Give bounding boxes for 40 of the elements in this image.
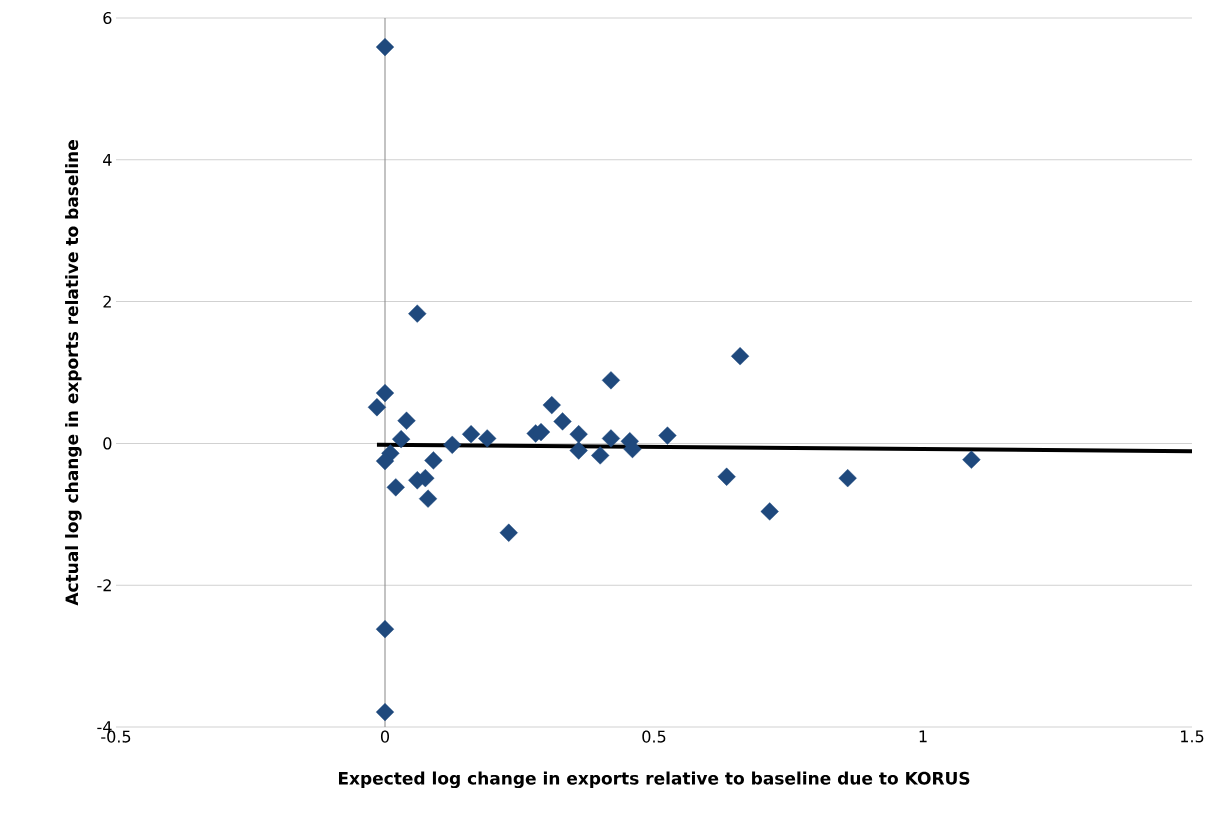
point — [553, 412, 572, 431]
y-tick-label: 0 — [103, 437, 112, 450]
point — [760, 502, 779, 521]
point — [375, 383, 395, 403]
x-axis-title: Expected log change in exports relative to baseline due to KORUS — [338, 771, 970, 789]
point — [601, 371, 621, 390]
point — [461, 425, 481, 444]
point — [375, 452, 395, 471]
x-tick-label: 0.5 — [642, 730, 666, 743]
point — [658, 426, 677, 445]
y-tick-label: 4 — [103, 153, 112, 166]
point — [375, 703, 395, 722]
point — [478, 429, 497, 448]
point — [730, 347, 750, 366]
point — [542, 396, 561, 415]
point — [838, 469, 857, 488]
point — [569, 425, 588, 444]
point — [591, 446, 610, 465]
point — [962, 450, 981, 469]
point — [375, 37, 395, 57]
point — [569, 441, 588, 460]
point — [424, 451, 443, 470]
point — [397, 411, 416, 430]
point — [408, 304, 427, 323]
point — [367, 398, 387, 417]
point — [601, 429, 621, 448]
x-tick-label: 1 — [919, 730, 927, 743]
y-tick-label: 2 — [103, 295, 111, 308]
point — [443, 435, 462, 454]
y-axis-title: Actual log change in exports relative to baseline — [65, 140, 82, 606]
point — [386, 478, 405, 497]
point — [418, 489, 438, 508]
x-tick-label: 1.5 — [1181, 730, 1204, 743]
y-tick-label: -2 — [97, 579, 111, 592]
point — [499, 523, 518, 542]
point — [717, 467, 736, 486]
point — [392, 430, 411, 449]
y-tick-label: 6 — [103, 11, 112, 25]
x-tick-label: 0 — [380, 730, 390, 743]
point — [375, 620, 395, 639]
